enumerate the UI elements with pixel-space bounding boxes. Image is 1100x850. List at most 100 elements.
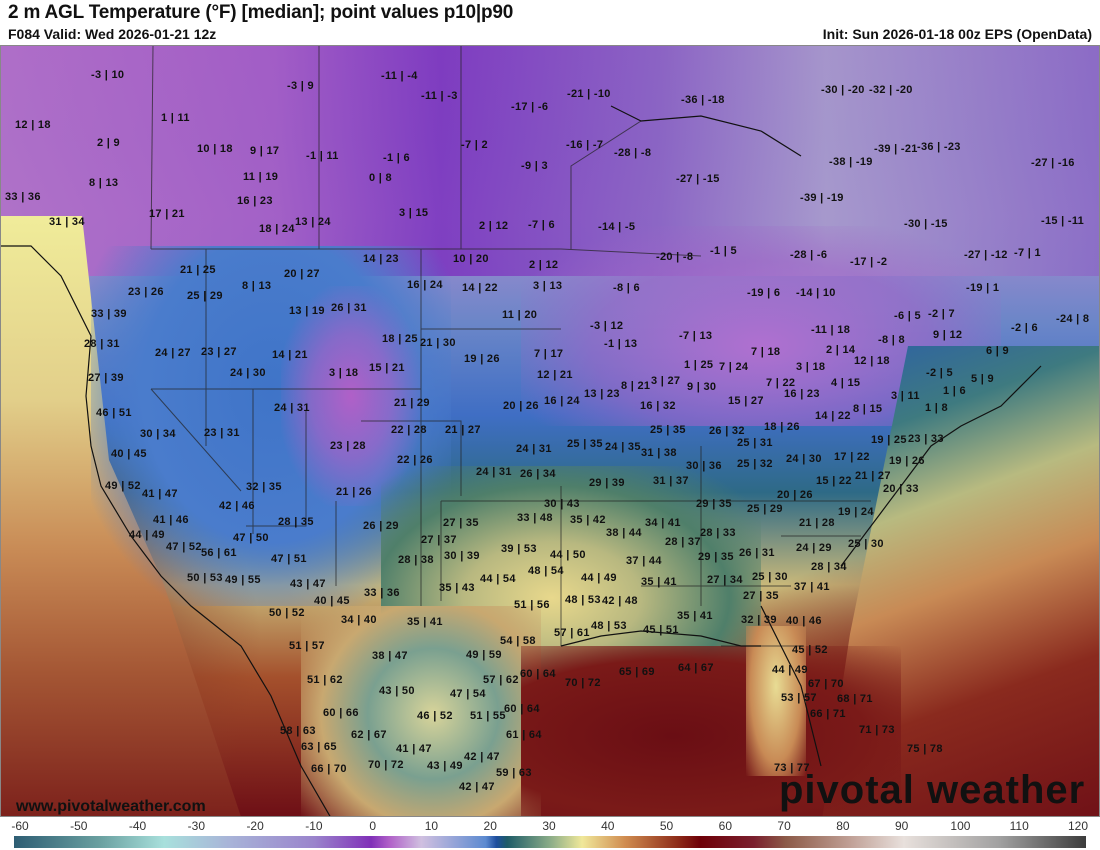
point-value-label: 67 | 70 [808,678,844,690]
point-value-label: 50 | 53 [187,572,223,584]
point-value-label: 38 | 47 [372,650,408,662]
valid-time: F084 Valid: Wed 2026-01-21 12z [8,26,217,42]
point-value-label: 32 | 39 [741,614,777,626]
point-value-label: 9 | 12 [933,329,963,341]
point-value-label: 37 | 41 [794,581,830,593]
point-value-label: 34 | 40 [341,614,377,626]
point-value-label: -14 | -5 [598,221,636,233]
point-value-label: 35 | 41 [407,616,443,628]
point-value-label: 27 | 35 [443,517,479,529]
point-value-label: 25 | 31 [737,437,773,449]
point-value-label: -30 | -15 [904,218,948,230]
point-value-label: -1 | 13 [604,338,638,350]
point-value-label: 35 | 42 [570,514,606,526]
point-value-label: 27 | 37 [421,534,457,546]
point-value-label: 19 | 25 [871,434,907,446]
map-header: 2 m AGL Temperature (°F) [median]; point… [0,0,1100,45]
point-value-label: 24 | 30 [786,453,822,465]
point-value-label: 60 | 64 [520,668,556,680]
point-value-label: 21 | 28 [799,517,835,529]
point-value-label: 68 | 71 [837,693,873,705]
point-value-label: 16 | 23 [237,195,273,207]
state-borders [1,46,1042,816]
colorbar-tick-label: 40 [601,819,615,833]
point-value-label: 30 | 34 [140,428,176,440]
point-value-label: 45 | 52 [792,644,828,656]
point-value-label: 30 | 36 [686,460,722,472]
point-value-label: 32 | 35 [246,481,282,493]
point-value-label: 48 | 53 [565,594,601,606]
point-value-label: 49 | 52 [105,480,141,492]
point-value-label: 3 | 27 [651,375,681,387]
point-value-label: 3 | 13 [533,280,563,292]
point-value-label: 31 | 37 [653,475,689,487]
point-value-label: 20 | 33 [883,483,919,495]
point-value-label: -19 | 1 [966,282,1000,294]
point-value-label: 40 | 45 [314,595,350,607]
point-value-label: 15 | 27 [728,395,764,407]
point-value-label: -7 | 2 [461,139,488,151]
point-value-label: 26 | 32 [709,425,745,437]
point-value-label: 42 | 46 [219,500,255,512]
point-value-label: 25 | 29 [747,503,783,515]
point-value-label: -27 | -16 [1031,157,1075,169]
point-value-label: 25 | 32 [737,458,773,470]
point-value-label: 18 | 26 [764,421,800,433]
point-value-label: 56 | 61 [201,547,237,559]
point-value-label: 48 | 54 [528,565,564,577]
point-value-label: -1 | 5 [710,245,737,257]
point-value-label: 1 | 8 [925,402,948,414]
point-value-label: -36 | -23 [917,141,961,153]
point-value-label: 49 | 55 [225,574,261,586]
colorbar-tick-label: 0 [369,819,376,833]
point-value-label: 8 | 15 [853,403,883,415]
mexico-region [301,606,541,816]
point-value-label: -2 | 7 [928,308,955,320]
point-value-label: -19 | 6 [747,287,781,299]
point-value-label: 33 | 39 [91,308,127,320]
temperature-colorbar: -60 -50 -40 -30 -20 -10 0 10 20 30 40 50 60 70 80 90 100… [0,817,1100,850]
point-value-label: 18 | 24 [259,223,295,235]
point-value-label: 26 | 34 [520,468,556,480]
point-value-label: 10 | 18 [197,143,233,155]
point-value-label: 44 | 54 [480,573,516,585]
point-value-label: 34 | 41 [645,517,681,529]
point-value-label: 65 | 69 [619,666,655,678]
point-value-label: 43 | 49 [427,760,463,772]
point-value-label: 35 | 41 [677,610,713,622]
point-value-label: 7 | 18 [751,346,781,358]
init-time: Init: Sun 2026-01-18 00z EPS (OpenData) [822,26,1092,42]
temperature-map[interactable]: -3 | 10 12 | 18 1 | 11 2 | 9 10 | 18 9 | 17 -1… [0,45,1100,817]
point-value-label: 27 | 39 [88,372,124,384]
point-value-label: 51 | 55 [470,710,506,722]
point-value-label: -11 | 18 [811,324,851,336]
point-value-label: 54 | 58 [500,635,536,647]
point-value-label: 28 | 31 [84,338,120,350]
point-value-label: 11 | 20 [502,309,538,321]
point-value-label: 23 | 33 [908,433,944,445]
point-value-label: -39 | -19 [800,192,844,204]
point-value-label: 60 | 66 [323,707,359,719]
point-value-label: -21 | -10 [567,88,611,100]
point-value-label: 20 | 26 [503,400,539,412]
point-value-label: 1 | 25 [684,359,714,371]
point-value-label: 14 | 23 [363,253,399,265]
point-value-label: 0 | 8 [369,172,392,184]
point-value-label: 29 | 39 [589,477,625,489]
point-value-label: 58 | 63 [280,725,316,737]
point-value-label: -38 | -19 [829,156,873,168]
point-value-label: 51 | 57 [289,640,325,652]
colorbar-tick-label: 90 [894,819,909,833]
point-value-label: 3 | 18 [329,367,359,379]
point-value-label: 48 | 53 [591,620,627,632]
point-value-label: 3 | 15 [399,207,429,219]
point-value-label: -28 | -8 [614,147,652,159]
point-value-label: 7 | 22 [766,377,796,389]
colorbar-tick-label: 50 [659,819,674,833]
point-value-label: 21 | 25 [180,264,216,276]
point-value-label: 2 | 12 [529,259,559,271]
point-value-label: 62 | 67 [351,729,387,741]
colorbar-tick-label: 30 [542,819,556,833]
point-value-label: -3 | 12 [590,320,624,332]
point-value-label: -14 | 10 [796,287,836,299]
